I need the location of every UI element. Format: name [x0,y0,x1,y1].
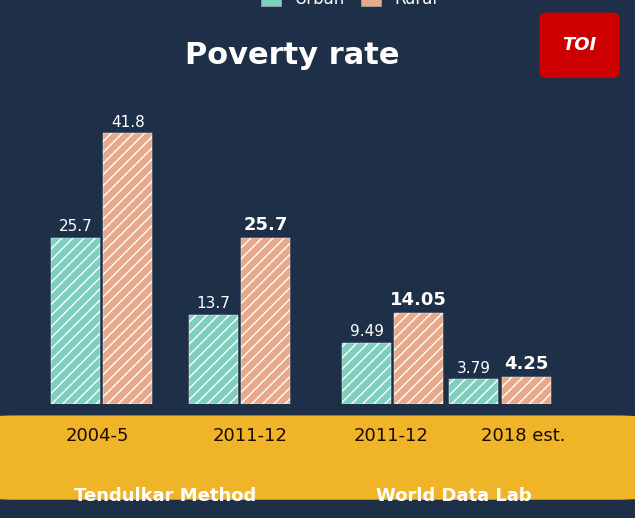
Text: 25.7: 25.7 [59,219,93,234]
Bar [104,134,152,404]
Text: 2004-5: 2004-5 [65,427,129,445]
Bar [241,238,290,404]
Text: Tendulkar Method: Tendulkar Method [74,487,257,505]
Bar [189,315,238,404]
Bar [342,342,391,404]
Text: 2011-12: 2011-12 [213,427,288,445]
Text: TOI: TOI [563,36,596,54]
Text: 2011-12: 2011-12 [354,427,429,445]
Text: 41.8: 41.8 [111,114,145,130]
Bar [394,313,443,404]
Bar [51,238,100,404]
Text: 9.49: 9.49 [350,324,384,339]
Bar [450,380,498,404]
Text: 25.7: 25.7 [244,216,288,234]
Legend: Urban, Rural: Urban, Rural [255,0,444,15]
Text: 3.79: 3.79 [457,361,491,376]
FancyBboxPatch shape [0,416,635,499]
Text: 2018 est.: 2018 est. [481,427,565,445]
Text: 14.05: 14.05 [391,291,447,309]
Text: Poverty rate: Poverty rate [185,41,399,70]
Text: World Data Lab: World Data Lab [376,487,532,505]
Bar [502,377,551,404]
Text: 4.25: 4.25 [504,355,548,372]
Text: 13.7: 13.7 [197,296,231,311]
FancyBboxPatch shape [539,12,620,78]
